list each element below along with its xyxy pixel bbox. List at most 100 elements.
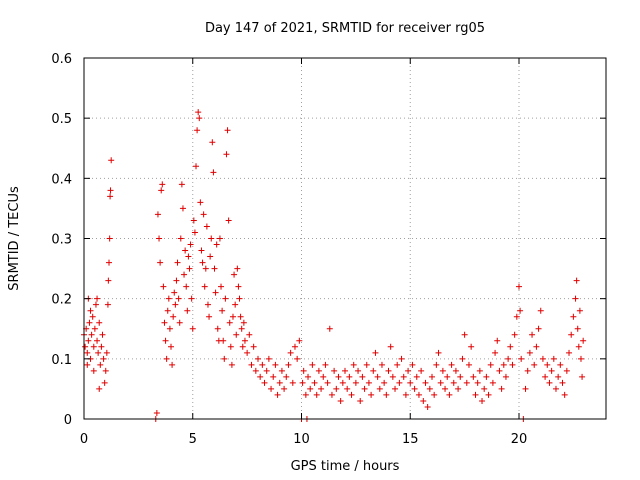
data-point xyxy=(171,289,178,296)
data-point xyxy=(175,295,182,302)
data-point xyxy=(465,361,472,368)
data-point xyxy=(246,331,253,338)
data-point xyxy=(299,379,306,386)
data-point xyxy=(479,397,486,404)
data-point xyxy=(87,307,94,314)
data-point xyxy=(95,349,102,356)
data-point xyxy=(265,355,272,362)
data-point xyxy=(372,349,379,356)
data-point xyxy=(204,301,211,308)
grid-layer xyxy=(84,58,606,419)
data-point xyxy=(476,367,483,374)
data-point xyxy=(509,361,516,368)
data-point xyxy=(222,295,229,302)
data-point xyxy=(159,181,166,188)
data-point xyxy=(184,307,191,314)
data-point xyxy=(153,409,160,416)
data-point xyxy=(203,223,210,230)
data-point xyxy=(328,391,335,398)
data-point xyxy=(413,373,420,380)
data-point xyxy=(224,127,231,134)
data-point xyxy=(357,397,364,404)
data-point xyxy=(187,241,194,248)
data-point xyxy=(555,373,562,380)
data-point xyxy=(487,361,494,368)
data-point xyxy=(164,307,171,314)
data-point xyxy=(176,319,183,326)
data-point xyxy=(459,355,466,362)
data-point xyxy=(405,367,412,374)
data-point xyxy=(431,391,438,398)
data-point xyxy=(185,253,192,260)
data-point xyxy=(315,367,322,374)
data-point xyxy=(409,361,416,368)
data-point xyxy=(322,361,329,368)
data-point xyxy=(502,373,509,380)
data-point xyxy=(333,385,340,392)
data-point xyxy=(157,259,164,266)
data-point xyxy=(481,385,488,392)
data-point xyxy=(378,361,385,368)
data-point xyxy=(240,319,247,326)
data-point xyxy=(324,379,331,386)
data-point xyxy=(318,385,325,392)
data-point xyxy=(220,337,227,344)
data-point xyxy=(533,343,540,350)
data-point xyxy=(576,307,583,314)
data-point xyxy=(88,331,95,338)
data-point xyxy=(446,391,453,398)
data-point xyxy=(363,361,370,368)
data-point xyxy=(492,349,499,356)
data-point xyxy=(212,289,219,296)
data-point xyxy=(177,235,184,242)
data-point xyxy=(229,313,236,320)
data-point xyxy=(559,379,566,386)
y-tick-label: 0.4 xyxy=(51,172,72,187)
data-point xyxy=(287,349,294,356)
data-point xyxy=(557,361,564,368)
data-point xyxy=(261,379,268,386)
data-point xyxy=(535,325,542,332)
data-point xyxy=(169,361,176,368)
data-point xyxy=(239,343,246,350)
data-point xyxy=(179,205,186,212)
data-point xyxy=(193,163,200,170)
data-point xyxy=(507,343,514,350)
data-point xyxy=(291,343,298,350)
data-point xyxy=(244,349,251,356)
data-point xyxy=(278,367,285,374)
data-point xyxy=(92,301,99,308)
data-point xyxy=(355,367,362,374)
data-point xyxy=(513,313,520,320)
data-point xyxy=(361,385,368,392)
data-point xyxy=(313,391,320,398)
data-point xyxy=(285,361,292,368)
data-point xyxy=(160,283,167,290)
data-point xyxy=(376,385,383,392)
data-point xyxy=(216,235,223,242)
chart-title: Day 147 of 2021, SRMTID for receiver rg0… xyxy=(205,21,485,36)
data-point xyxy=(542,373,549,380)
data-point xyxy=(579,373,586,380)
data-point xyxy=(494,337,501,344)
data-point xyxy=(485,391,492,398)
data-point xyxy=(178,181,185,188)
data-point xyxy=(221,355,228,362)
data-point xyxy=(546,379,553,386)
data-point xyxy=(281,385,288,392)
data-point xyxy=(429,373,435,380)
data-point xyxy=(85,337,92,344)
data-point xyxy=(552,385,559,392)
data-point xyxy=(339,379,346,386)
data-point xyxy=(90,343,97,350)
data-point xyxy=(208,235,215,242)
data-point xyxy=(202,265,209,272)
data-point xyxy=(548,367,555,374)
x-tick-label: 10 xyxy=(293,432,310,447)
data-point xyxy=(402,391,409,398)
data-point xyxy=(450,379,457,386)
data-point xyxy=(183,283,190,290)
data-point xyxy=(415,391,422,398)
data-point xyxy=(389,373,396,380)
